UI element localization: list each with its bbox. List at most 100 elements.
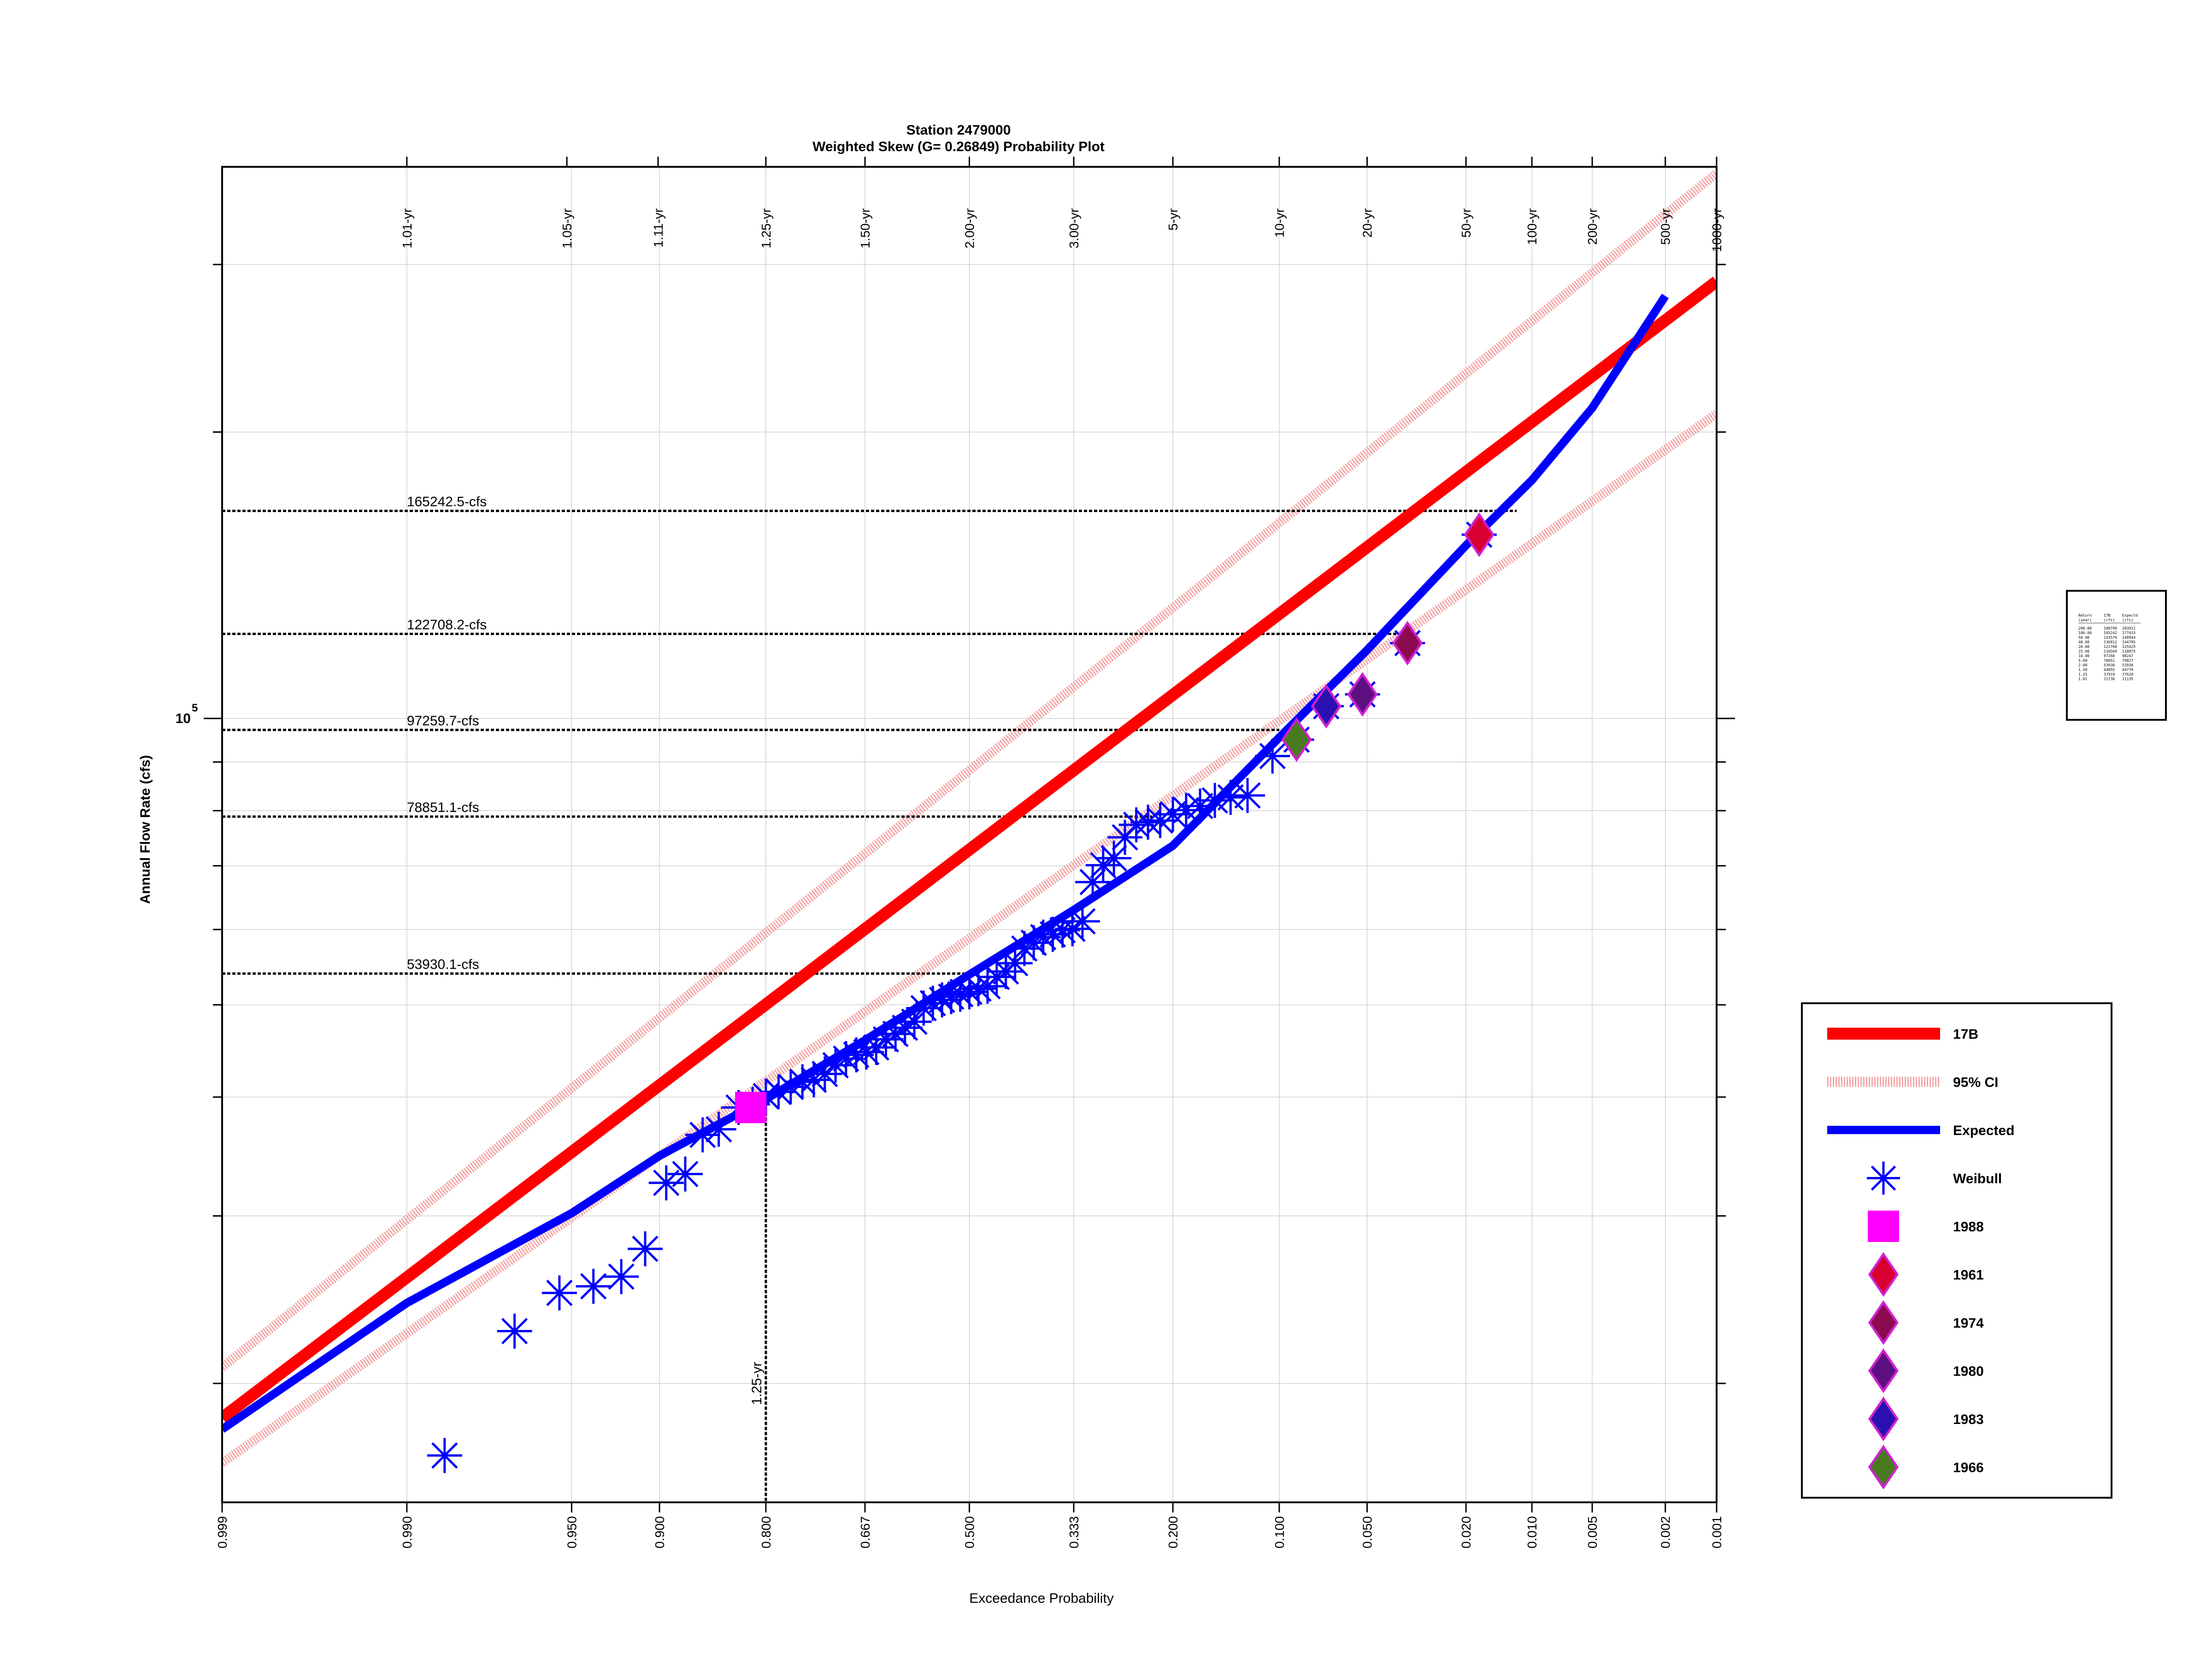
x-tick-label: 0.200 [1166, 1516, 1180, 1548]
summary-table-cell: 203912 [2122, 626, 2136, 630]
summary-table-cell: 20.00 [2078, 645, 2089, 649]
legend-label: 1974 [1953, 1316, 1984, 1331]
weibull-point [667, 1156, 703, 1192]
confidence-band [222, 170, 1717, 1467]
weibull-point [1035, 917, 1071, 952]
legend-swatch [1868, 1396, 1899, 1441]
star-stroke [1871, 1165, 1896, 1191]
return-period-label: 1.11-yr [651, 208, 665, 247]
summary-table-cell: 2.00 [2078, 663, 2087, 667]
return-period-label: 2.00-yr [963, 208, 977, 248]
x-tick-label: 0.900 [653, 1516, 667, 1548]
weibull-point [1075, 865, 1111, 900]
summary-table-header: Expectd [2122, 613, 2138, 618]
legend: 17B 95% CI Expected Weibull 1988 1961 1974 1980… [1801, 1002, 2112, 1499]
star-stroke [501, 1318, 528, 1345]
weibull-point [427, 1438, 462, 1473]
x-tick-label: 0.002 [1659, 1516, 1673, 1548]
weibull-point [1255, 738, 1290, 774]
marker-1974 [1392, 621, 1423, 665]
chart-subtitle: Weighted Skew (G= 0.26849) Probability P… [812, 139, 1105, 154]
return-period-label: 20-yr [1360, 208, 1375, 238]
legend-entry-1961: 1961 [1868, 1252, 1984, 1297]
summary-table-cell: 10.00 [2078, 654, 2089, 658]
summary-table-cell: 78851 [2104, 659, 2115, 663]
legend-entry-1988: 1988 [1868, 1211, 1984, 1242]
summary-table-cell: 118875 [2122, 649, 2136, 653]
summary-table-subheader: (cfs) [2104, 618, 2115, 622]
weibull-point [1213, 780, 1248, 815]
x-tick-label: 0.667 [858, 1516, 872, 1548]
summary-table-cell: 116569 [2104, 649, 2117, 653]
star-stroke [1234, 782, 1261, 809]
summary-table-cell: 144795 [2122, 640, 2136, 644]
x-axis-label: Exceedance Probability [969, 1591, 1114, 1606]
weibull-point [604, 1259, 639, 1294]
weibull-point [761, 1074, 796, 1110]
reference-line-label: 165242.5-cfs [407, 494, 487, 510]
weibull-point [807, 1056, 842, 1092]
weibull-point [828, 1041, 864, 1077]
weibull-point [818, 1047, 853, 1083]
star-stroke [1030, 924, 1057, 951]
x-tick-label: 0.999 [215, 1516, 229, 1548]
weibull-point [685, 1117, 720, 1153]
reference-line-label: 78851.1-cfs [407, 800, 479, 815]
weibull-point [1230, 778, 1265, 813]
weibull-point [648, 1165, 684, 1200]
return-period-label: 200-yr [1585, 208, 1600, 245]
weibull-point [627, 1231, 663, 1267]
return-period-label: 100-yr [1525, 208, 1539, 245]
weibull-point [576, 1269, 611, 1304]
summary-table-cell: 1.50 [2078, 668, 2087, 672]
legend-swatch [1868, 1211, 1899, 1242]
marker-1961 [1464, 512, 1494, 557]
marker-1980 [1347, 672, 1378, 717]
marker-1966 [1281, 717, 1312, 762]
series-line-expected [222, 294, 1669, 1433]
chart-title: Station 2479000 [906, 123, 1011, 138]
summary-table-cell: 21730 [2104, 677, 2115, 681]
reference-line-label: 53930.1-cfs [407, 957, 479, 972]
weibull-point [1182, 788, 1218, 824]
x-tick-label: 0.950 [565, 1516, 579, 1548]
star-stroke [431, 1442, 458, 1469]
summary-table-cell: 200.00 [2078, 626, 2092, 630]
summary-table-header: 17B [2104, 613, 2111, 618]
summary-table-cell: 122708 [2104, 645, 2117, 649]
return-period-label: 500-yr [1659, 208, 1673, 245]
legend-label: 1966 [1953, 1460, 1984, 1476]
y-axis-label: Annual Flow Rate (cfs) [138, 755, 153, 904]
weibull-point [1168, 792, 1204, 828]
summary-table-cell: 188799 [2104, 626, 2117, 630]
star-stroke [608, 1263, 635, 1290]
legend-swatch [1868, 1445, 1899, 1489]
x-tick-label: 0.333 [1067, 1516, 1081, 1548]
star-stroke [1039, 921, 1066, 948]
star-stroke [632, 1235, 659, 1262]
weibull-point [1055, 911, 1090, 947]
star-stroke [833, 1045, 859, 1072]
x-tick-label: 0.050 [1360, 1516, 1375, 1548]
axes: 0.999 0.990 0.950 0.900 0.800 0.667 0.500 0.333… [176, 157, 1735, 1548]
summary-table-frame [2066, 590, 2167, 721]
legend-label: 1980 [1953, 1364, 1984, 1379]
x-tick-label: 0.500 [963, 1516, 977, 1548]
summary-table-cell: 37620 [2122, 672, 2133, 677]
x-tick-label: 0.990 [400, 1516, 414, 1548]
star-stroke [1201, 787, 1228, 814]
legend-label: 1983 [1953, 1412, 1984, 1427]
summary-table-cell: 79827 [2122, 659, 2133, 663]
vertical-reference-label: 1.25-yr [749, 1362, 765, 1405]
x-tick-label: 0.100 [1272, 1516, 1287, 1548]
x-tick-label: 0.005 [1585, 1516, 1600, 1548]
summary-table-cell: 98247 [2122, 654, 2133, 658]
marker-1983 [1311, 684, 1341, 729]
legend-swatch [1868, 1300, 1899, 1345]
legend-label: 95% CI [1953, 1075, 1998, 1090]
data-points [427, 512, 1497, 1473]
summary-table-subheader: (year) [2078, 618, 2092, 622]
summary-table-cell: 1.01 [2078, 677, 2087, 681]
legend-entry-expected: Expected [1827, 1123, 2014, 1138]
